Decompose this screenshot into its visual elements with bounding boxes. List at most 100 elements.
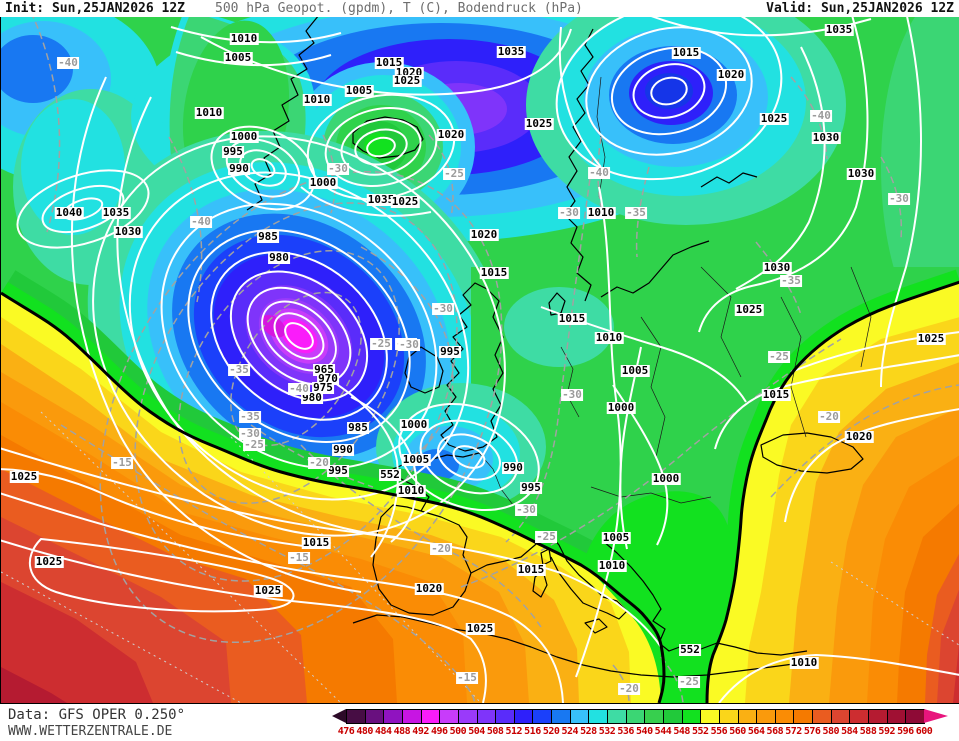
colorbar-segment: [346, 709, 366, 724]
colorbar-left-arrow: [332, 709, 346, 723]
colorbar-tick: 480: [356, 726, 373, 737]
colorbar-segment: [737, 709, 758, 724]
pressure-label: 1010: [302, 93, 332, 106]
pressure-label: 1030: [113, 225, 143, 238]
colorbar-segment: [793, 709, 814, 724]
colorbar-tick: 560: [729, 726, 746, 737]
colorbar-segment: [625, 709, 646, 724]
colorbar-tick: 484: [375, 726, 392, 737]
colorbar-segment: [718, 709, 739, 724]
pressure-label: 1035: [366, 193, 396, 206]
colorbar-segment: [457, 709, 478, 724]
thickness-label: 552: [379, 468, 401, 481]
pressure-label: 980: [268, 251, 290, 264]
graticule-lines: [1, 411, 959, 703]
colorbar-segment: [662, 709, 683, 724]
chart-title: 500 hPa Geopot. (gpdm), T (C), Bodendruc…: [215, 1, 583, 16]
colorbar-tick: 556: [710, 726, 728, 737]
colorbar-tick: 588: [859, 726, 877, 737]
colorbar-tick: 492: [412, 726, 429, 737]
pressure-label: 1030: [846, 167, 876, 180]
colorbar-tick: 540: [636, 726, 653, 737]
temperature-label: -35: [228, 363, 250, 376]
pressure-label: 1000: [606, 401, 636, 414]
pressure-label: 1005: [344, 84, 374, 97]
pressure-label: 1020: [414, 582, 444, 595]
height-color-field: [1, 17, 959, 703]
colorbar-segment: [756, 709, 776, 724]
pressure-label: 1025: [9, 470, 39, 483]
colorbar-tick: 512: [505, 726, 523, 737]
pressure-label: 1010: [194, 106, 224, 119]
colorbar-segment: [868, 709, 888, 724]
colorbar-segment: [588, 709, 609, 724]
colorbar-tick: 536: [617, 726, 634, 737]
pressure-label: 990: [332, 443, 354, 456]
colorbar-segment: [513, 709, 534, 724]
pressure-label: 1000: [308, 176, 338, 189]
temperature-label: -20: [308, 456, 330, 469]
colorbar-right-arrow: [924, 709, 948, 723]
pressure-label: 1015: [479, 266, 509, 279]
temperature-label: -25: [678, 675, 700, 688]
colorbar-segment: [383, 709, 403, 724]
pressure-label: 1025: [465, 622, 495, 635]
pressure-label: 1025: [34, 555, 64, 568]
pressure-label: 1015: [516, 563, 546, 576]
colorbar-tick: 516: [524, 726, 541, 737]
colorbar-tick: 508: [486, 726, 504, 737]
colorbar-segment: [886, 709, 907, 724]
pressure-label: 1005: [223, 51, 253, 64]
colorbar-tick: 488: [393, 726, 411, 737]
temperature-label: -30: [239, 427, 261, 440]
temperature-label: -15: [456, 671, 478, 684]
colorbar-tick: 548: [673, 726, 690, 737]
pressure-label: 1025: [253, 584, 283, 597]
pressure-label: 1020: [436, 128, 466, 141]
temperature-label: -20: [430, 542, 452, 555]
pressure-label: 985: [257, 230, 279, 243]
pressure-label: 1040: [54, 206, 84, 219]
colorbar-tick: 596: [897, 726, 914, 737]
temperature-label: -25: [243, 438, 265, 451]
pressure-label: 1010: [586, 206, 616, 219]
colorbar-tick: 500: [449, 726, 467, 737]
temperature-label: -30: [327, 162, 349, 175]
pressure-label: 1030: [811, 131, 841, 144]
temperature-label: -25: [370, 337, 392, 350]
temperature-label: -30: [398, 338, 420, 351]
temperature-label: -20: [618, 682, 640, 695]
colorbar-segment: [905, 709, 925, 724]
thickness-552-contour: [1, 280, 959, 703]
colorbar-tick: 496: [430, 726, 448, 737]
weather-map-image: [1, 17, 959, 703]
pressure-label: 1000: [651, 472, 681, 485]
pressure-label: 990: [228, 162, 250, 175]
pressure-label: 1015: [374, 56, 404, 69]
pressure-label: 1005: [401, 453, 431, 466]
colorbar-segment: [644, 709, 664, 724]
pressure-label: 1010: [594, 331, 624, 344]
pressure-label: 1020: [844, 430, 874, 443]
colorbar-segment: [812, 709, 832, 724]
temperature-label: -40: [810, 109, 832, 122]
colorbar-tick: 580: [822, 726, 840, 737]
temperature-label: -40: [57, 56, 79, 69]
valid-time-label: Valid: Sun,25JAN2026 12Z: [766, 1, 954, 16]
temperature-label: -25: [535, 530, 557, 543]
init-time-label: Init: Sun,25JAN2026 12Z: [5, 1, 186, 16]
colorbar-tick: 552: [691, 726, 709, 737]
pressure-label: 995: [327, 464, 349, 477]
pressure-label: 1010: [229, 32, 259, 45]
colorbar-segment: [551, 709, 571, 724]
colorbar-segment: [774, 709, 795, 724]
pressure-label: 1025: [916, 332, 946, 345]
temperature-label: -30: [561, 388, 583, 401]
colorbar-tick: 476: [337, 726, 355, 737]
map-header: Init: Sun,25JAN2026 12Z 500 hPa Geopot. …: [0, 0, 959, 17]
pressure-label: 1020: [469, 228, 499, 241]
colorbar-segment: [495, 709, 515, 724]
pressure-label: 990: [502, 461, 524, 474]
pressure-label: 1015: [761, 388, 791, 401]
colorbar-segment: [700, 709, 720, 724]
